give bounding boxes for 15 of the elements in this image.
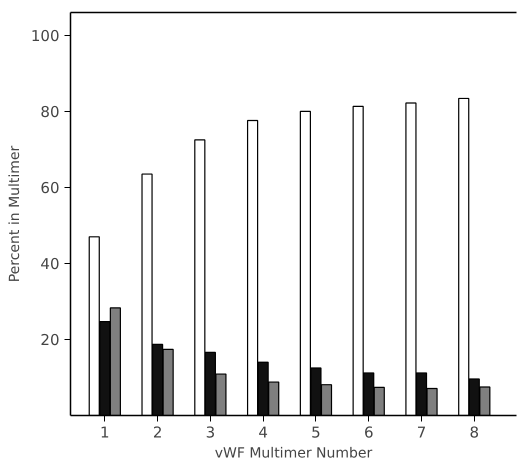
y-tick-label: 20 xyxy=(40,330,60,349)
x-tick-label: 6 xyxy=(364,424,374,442)
x-axis-title: vWF Multimer Number xyxy=(214,446,373,462)
x-tick-label: 5 xyxy=(311,424,321,442)
x-tick-label: 2 xyxy=(152,424,162,442)
y-tick-label: 80 xyxy=(40,102,60,121)
x-tick-label: 4 xyxy=(258,424,268,442)
y-tick-label: 60 xyxy=(40,178,60,197)
y-axis-title: Percent in Multimer xyxy=(6,145,23,282)
x-tick-label: 1 xyxy=(100,424,110,442)
x-tick-label: 8 xyxy=(470,424,480,442)
x-tick-label: 7 xyxy=(416,424,426,442)
y-tick-label: 100 xyxy=(30,26,60,45)
y-tick-label: 40 xyxy=(40,254,60,273)
x-tick-label: 3 xyxy=(206,424,216,442)
